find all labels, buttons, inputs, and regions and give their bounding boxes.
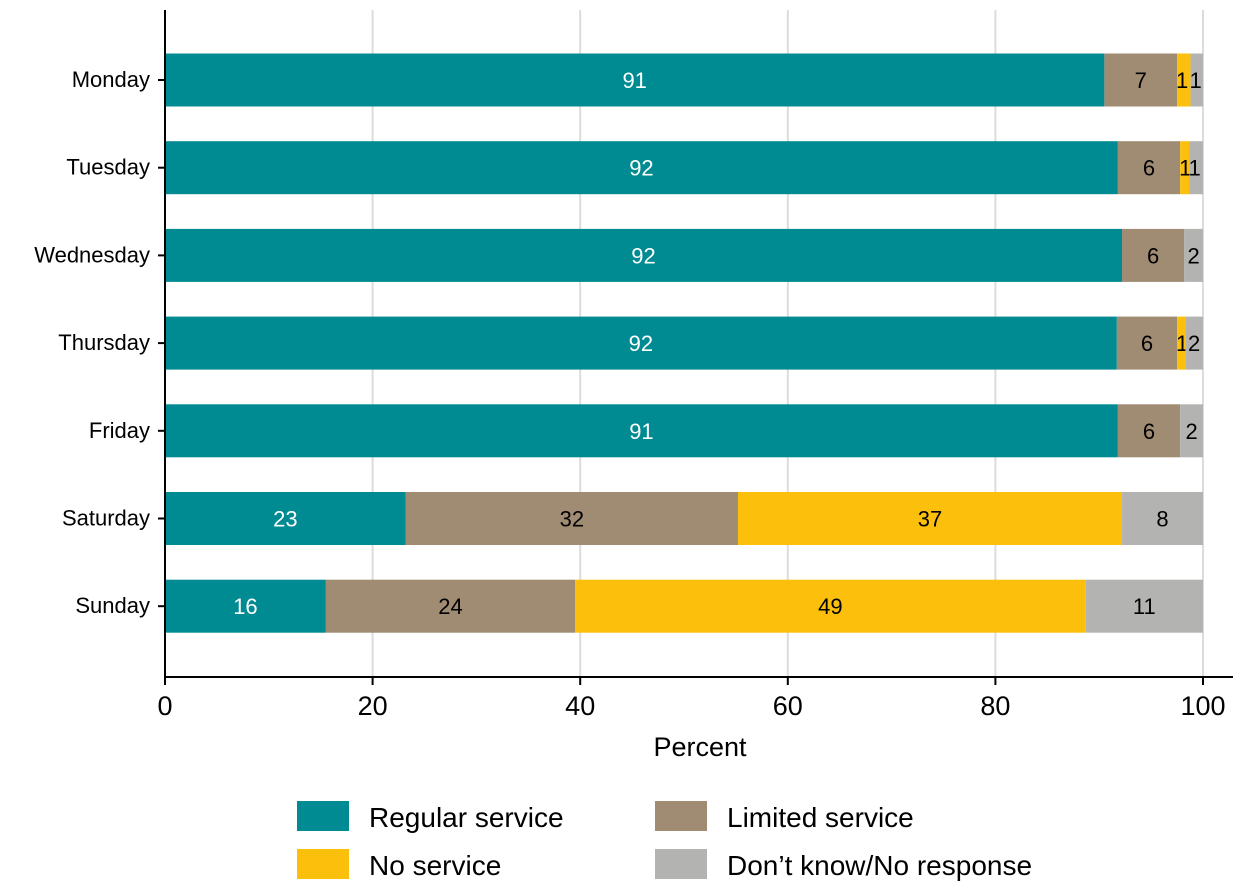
bar-segment-limited-service-thursday [1116, 316, 1178, 370]
category-label-friday: Friday [89, 418, 150, 443]
legend: Regular service Limited service No service… [297, 801, 1032, 881]
data-label-don-t-know-no-response-saturday: 8 [1156, 507, 1168, 532]
bar-segment-don-t-know-no-response-wednesday [1184, 228, 1203, 282]
data-label-regular-service-monday: 91 [622, 68, 646, 93]
bar-segment-don-t-know-no-response-sunday [1085, 579, 1203, 633]
bar-segment-limited-service-sunday [325, 579, 576, 633]
category-label-monday: Monday [72, 67, 150, 92]
data-label-limited-service-thursday: 6 [1141, 331, 1153, 356]
category-label-saturday: Saturday [62, 506, 150, 531]
bar-segment-regular-service-thursday [165, 316, 1117, 370]
category-labels: Monday Tuesday Wednesday Thursday Friday Satu… [34, 67, 150, 618]
bar-segment-limited-service-wednesday [1122, 228, 1185, 282]
data-label-limited-service-tuesday: 6 [1143, 156, 1155, 181]
data-label-limited-service-saturday: 32 [560, 507, 584, 532]
data-label-limited-service-friday: 6 [1143, 419, 1155, 444]
data-label-don-t-know-no-response-monday: 1 [1190, 68, 1202, 93]
x-tick-label: 80 [980, 691, 1010, 721]
bar-segment-limited-service-tuesday [1117, 141, 1181, 195]
bar-segment-no-service-thursday [1177, 316, 1186, 370]
bar-segment-don-t-know-no-response-saturday [1122, 492, 1203, 545]
bar-segment-limited-service-monday [1104, 53, 1178, 107]
bar-segment-no-service-sunday [575, 579, 1086, 633]
x-tick-label: 20 [358, 691, 388, 721]
data-label-no-service-monday: 1 [1176, 68, 1188, 93]
legend-swatch-don-t-know-no-response [655, 849, 707, 879]
legend-swatch-regular-service [297, 801, 349, 831]
data-label-regular-service-thursday: 92 [629, 331, 653, 356]
data-label-regular-service-friday: 91 [629, 419, 653, 444]
bar-segment-limited-service-friday [1117, 404, 1181, 458]
data-label-don-t-know-no-response-thursday: 2 [1188, 331, 1200, 356]
category-label-thursday: Thursday [58, 330, 150, 355]
bar-segment-don-t-know-no-response-friday [1180, 404, 1203, 458]
data-label-don-t-know-no-response-wednesday: 2 [1188, 243, 1200, 268]
data-label-don-t-know-no-response-sunday: 11 [1133, 594, 1156, 619]
bar-segment-limited-service-saturday [405, 492, 738, 545]
legend-label-don-t-know-no-response: Don’t know/No response [727, 850, 1032, 881]
legend-label-regular-service: Regular service [369, 802, 564, 833]
bar-segment-regular-service-saturday [165, 492, 406, 545]
legend-label-limited-service: Limited service [727, 802, 914, 833]
bar-segment-regular-service-monday [165, 53, 1105, 107]
bar-segment-regular-service-sunday [165, 579, 326, 633]
x-axis-title: Percent [653, 732, 747, 762]
x-tick-label: 60 [773, 691, 803, 721]
data-label-don-t-know-no-response-tuesday: 1 [1189, 156, 1201, 181]
category-label-sunday: Sunday [75, 593, 150, 618]
legend-swatch-limited-service [655, 801, 707, 831]
data-label-no-service-thursday: 1 [1176, 331, 1188, 356]
data-label-regular-service-saturday: 23 [273, 507, 297, 532]
x-tick-labels: 0 20 40 60 80 100 [157, 691, 1225, 721]
category-label-tuesday: Tuesday [66, 155, 150, 180]
data-label-limited-service-monday: 7 [1135, 68, 1147, 93]
axes [158, 10, 1233, 685]
bar-segment-no-service-tuesday [1180, 141, 1190, 195]
x-tick-label: 40 [565, 691, 595, 721]
bar-segment-regular-service-friday [165, 404, 1118, 458]
bar-segment-don-t-know-no-response-monday [1190, 53, 1203, 107]
x-tick-label: 100 [1180, 691, 1225, 721]
data-label-limited-service-wednesday: 6 [1147, 243, 1159, 268]
x-tick-label: 0 [157, 691, 172, 721]
data-label-no-service-saturday: 37 [918, 507, 942, 532]
data-label-regular-service-wednesday: 92 [631, 243, 655, 268]
bar-segment-don-t-know-no-response-tuesday [1189, 141, 1203, 195]
bar-segment-no-service-saturday [737, 492, 1123, 545]
data-label-regular-service-sunday: 16 [233, 594, 257, 619]
category-label-wednesday: Wednesday [34, 242, 150, 267]
bar-segment-don-t-know-no-response-thursday [1185, 316, 1203, 370]
legend-label-no-service: No service [369, 850, 501, 881]
bar-segment-regular-service-wednesday [165, 228, 1123, 282]
data-label-no-service-sunday: 49 [818, 594, 842, 619]
data-label-limited-service-sunday: 24 [438, 594, 462, 619]
data-label-regular-service-tuesday: 92 [629, 156, 653, 181]
data-label-no-service-tuesday: 1 [1179, 156, 1191, 181]
bar-segment-regular-service-tuesday [165, 141, 1118, 195]
data-label-don-t-know-no-response-friday: 2 [1185, 419, 1197, 444]
bar-segment-no-service-monday [1177, 53, 1191, 107]
legend-swatch-no-service [297, 849, 349, 879]
